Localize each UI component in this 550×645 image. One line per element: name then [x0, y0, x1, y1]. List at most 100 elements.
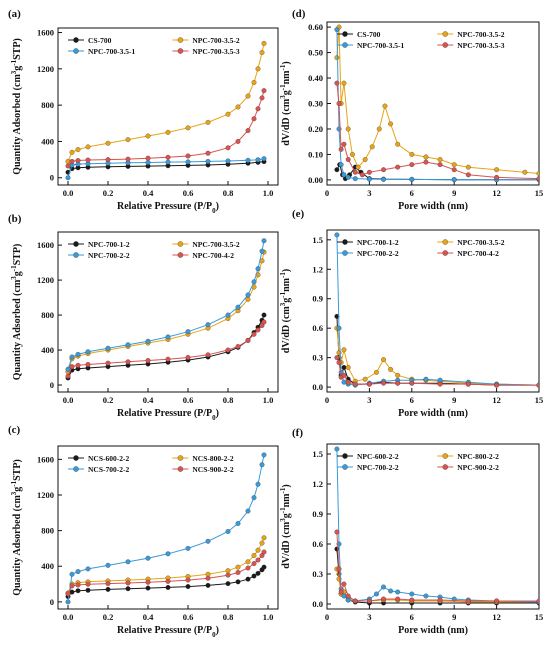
data-point [338, 146, 344, 152]
data-point [85, 157, 91, 163]
legend-entry: NCS-800-2-2 [172, 454, 234, 463]
data-point [251, 80, 257, 85]
data-point [65, 591, 71, 597]
data-point [105, 562, 111, 568]
x-tick-label: 0.4 [143, 188, 154, 198]
data-point [381, 167, 386, 173]
data-point [336, 325, 342, 331]
y-tick-label: 800 [41, 310, 54, 320]
data-point [105, 360, 111, 366]
legend-marker [442, 31, 448, 37]
legend-entry: NPC-700-1-2 [68, 240, 130, 249]
data-point [345, 126, 351, 132]
panel-label: (f) [292, 427, 303, 439]
series-NPC-700-1-2 [334, 313, 539, 388]
data-point [409, 597, 415, 603]
data-point [225, 312, 231, 318]
data-point [85, 349, 91, 355]
series-NPC-700-3.5-2 [65, 40, 267, 164]
legend-marker [177, 455, 184, 461]
data-point [125, 559, 131, 565]
y-tick-label: 1200 [37, 64, 54, 74]
data-point [423, 159, 429, 165]
legend-label: NPC-700-1-2 [357, 238, 399, 247]
series-line [67, 454, 265, 602]
legend-marker [177, 48, 184, 54]
data-point [366, 176, 372, 182]
data-point [145, 585, 151, 591]
series-line [336, 531, 539, 602]
data-point [85, 581, 91, 587]
data-point [205, 575, 211, 581]
data-point [494, 174, 500, 180]
legend-entry: CS-700 [68, 36, 112, 45]
panel-d: (d) 0 3 6 9 12 15 0.00 0.10 0.20 0.30 0.40 0.50 0.60 P… [279, 8, 543, 212]
data-point [334, 27, 340, 33]
legend-marker [177, 37, 184, 43]
data-point [366, 381, 372, 387]
data-point [494, 598, 500, 604]
data-point [185, 159, 191, 165]
legend-marker [177, 241, 184, 247]
y-tick-label: 0.30 [308, 99, 323, 109]
panel-label: (b) [8, 213, 22, 225]
x-tick-label: 0.8 [223, 395, 234, 405]
y-tick-label: 1600 [37, 454, 54, 464]
data-point [75, 147, 81, 153]
x-tick-label: 0.4 [143, 612, 154, 622]
legend-entry: NPC-700-3.5-2 [172, 240, 240, 249]
x-tick-label: 0.6 [183, 612, 194, 622]
panel-c: (c) 0.0 0.2 0.4 0.6 0.8 1.0 0 400 800 1200 1600 Rela… [8, 424, 279, 639]
y-tick-label: 1200 [37, 490, 54, 500]
data-point [261, 319, 267, 325]
data-point [451, 167, 457, 173]
x-tick-label: 0 [325, 188, 329, 198]
legend-entry: NCS-700-2-2 [68, 465, 129, 474]
legend-marker [73, 241, 79, 247]
legend-label: NPC-800-2-2 [457, 452, 499, 461]
legend-label: CS-700 [357, 30, 381, 39]
data-point [261, 452, 267, 458]
data-point [245, 292, 251, 298]
x-tick-label: 1.0 [263, 395, 274, 405]
data-point [409, 591, 415, 597]
x-tick-label: 6 [410, 395, 414, 405]
data-point [465, 381, 471, 387]
data-point [205, 582, 211, 588]
legend-marker [177, 466, 184, 472]
data-point [334, 355, 340, 361]
data-point [145, 155, 151, 161]
legend-entry: NPC-700-3.5-3 [172, 47, 240, 56]
x-axis-label: Pore width (nm) [398, 625, 468, 636]
data-point [205, 322, 211, 328]
legend-label: NPC-700-3.5-3 [457, 41, 505, 50]
data-point [388, 121, 394, 127]
data-point [251, 279, 257, 285]
data-point [185, 355, 191, 360]
data-point [75, 569, 81, 575]
legend-entry: NPC-700-1-2 [337, 238, 399, 247]
data-point [395, 372, 401, 378]
data-point [165, 154, 171, 160]
y-tick-label: 0.0 [312, 382, 323, 392]
data-point [395, 380, 401, 386]
data-point [85, 362, 91, 367]
panel-label: (e) [292, 208, 305, 220]
data-point [341, 593, 347, 599]
data-point [125, 137, 131, 143]
data-point [341, 379, 347, 385]
data-point [522, 169, 528, 175]
legend-entry: NPC-700-2-2 [337, 463, 399, 472]
y-tick-label: 1.5 [312, 449, 323, 459]
data-point [536, 382, 539, 388]
data-point [185, 153, 191, 159]
x-tick-label: 0.0 [63, 188, 74, 198]
legend-entry: NPC-700-3.5-2 [437, 30, 505, 39]
data-point [336, 566, 342, 572]
data-point [69, 364, 75, 370]
data-point [336, 101, 342, 106]
series-line [336, 548, 539, 604]
data-point [536, 171, 539, 176]
data-point [205, 352, 211, 358]
